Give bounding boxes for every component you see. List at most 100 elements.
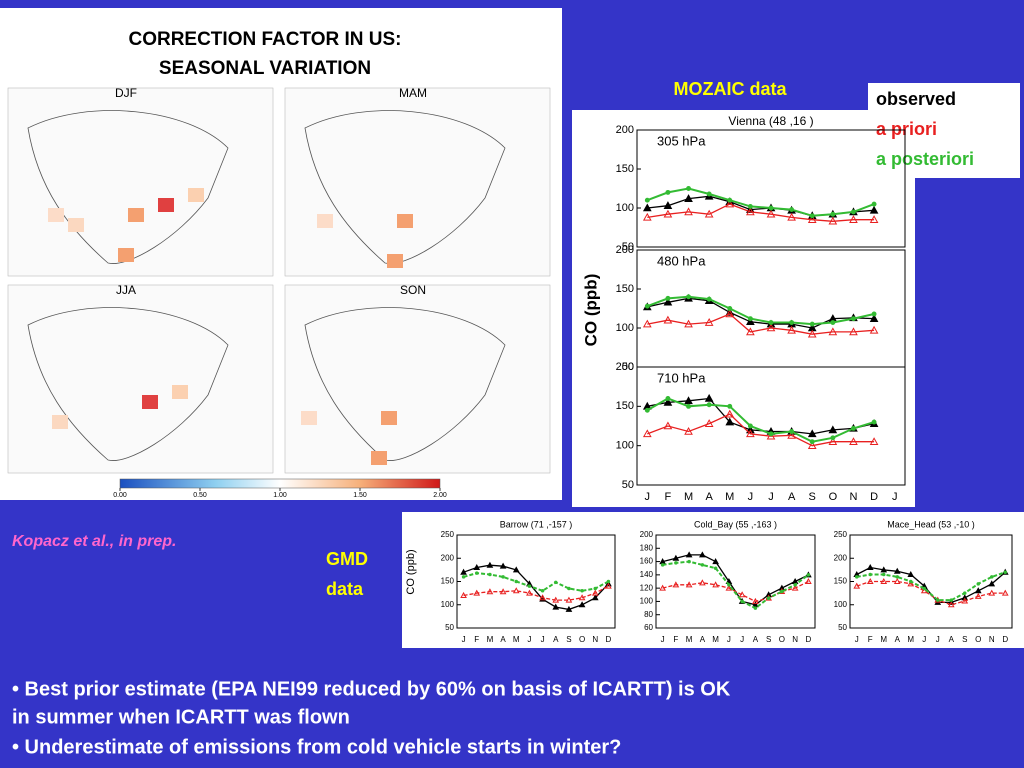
- map-cell: [118, 248, 134, 262]
- point: [712, 581, 719, 588]
- point: [787, 430, 796, 439]
- map-cell: [188, 188, 204, 202]
- point: [663, 201, 673, 209]
- y-axis-label: CO (ppb): [405, 549, 417, 594]
- point: [591, 589, 599, 596]
- point: [949, 598, 953, 602]
- point: [1003, 570, 1007, 574]
- point: [725, 417, 735, 426]
- x-tick-label: S: [809, 491, 816, 503]
- citation: Kopacz et al., in prep.: [12, 533, 176, 550]
- point: [807, 329, 817, 338]
- point: [746, 429, 755, 438]
- point: [686, 294, 691, 300]
- point: [527, 584, 532, 588]
- point: [706, 296, 712, 302]
- point: [713, 566, 718, 570]
- map-cell: [381, 411, 397, 425]
- point: [869, 205, 879, 214]
- x-tick-label: A: [500, 635, 506, 644]
- y-tick-label: 250: [834, 530, 848, 539]
- x-tick-label: J: [892, 491, 898, 503]
- legend-entry: a posteriori: [876, 149, 974, 169]
- chart-annotation: 480 hPa: [657, 253, 706, 268]
- point: [768, 320, 774, 325]
- point: [699, 579, 706, 586]
- point: [907, 580, 915, 587]
- x-tick-label: D: [1002, 635, 1008, 644]
- map: [7, 284, 274, 474]
- mozaic-label: MOZAIC data: [673, 79, 787, 99]
- y-tick-label: 50: [622, 241, 634, 253]
- x-tick-label: D: [805, 635, 811, 644]
- point: [460, 591, 467, 598]
- point: [580, 589, 584, 593]
- point: [807, 441, 817, 449]
- point: [642, 319, 652, 328]
- point: [660, 563, 665, 567]
- x-tick-label: S: [962, 635, 967, 644]
- point: [830, 211, 836, 217]
- point: [663, 209, 673, 218]
- y-tick-label: 200: [616, 124, 634, 136]
- x-tick-label: N: [849, 491, 857, 503]
- x-tick-label: J: [768, 491, 774, 503]
- point: [665, 295, 671, 301]
- y-tick-label: 80: [644, 610, 653, 619]
- y-tick-label: 100: [640, 597, 654, 606]
- point: [704, 393, 714, 402]
- mozaic-panel: [572, 110, 915, 507]
- point: [805, 577, 812, 584]
- point: [809, 213, 815, 219]
- point: [780, 589, 784, 594]
- y-tick-label: 100: [616, 322, 634, 334]
- map: [7, 87, 274, 277]
- point: [672, 554, 680, 561]
- point: [990, 575, 994, 579]
- x-tick-label: S: [566, 635, 571, 644]
- point: [499, 562, 507, 569]
- series-line: [463, 585, 609, 601]
- point: [828, 437, 838, 446]
- point: [807, 429, 817, 438]
- point: [869, 437, 879, 446]
- point: [704, 209, 714, 218]
- x-tick-label: F: [474, 635, 479, 644]
- x-tick-label: J: [661, 635, 665, 644]
- point: [947, 601, 955, 608]
- x-tick-label: A: [753, 635, 759, 644]
- point: [747, 316, 753, 322]
- x-tick-label: M: [487, 635, 494, 644]
- series-line: [646, 295, 875, 326]
- point: [893, 567, 901, 574]
- y-tick-label: 200: [640, 530, 654, 539]
- point: [700, 563, 705, 567]
- point: [747, 203, 753, 209]
- y-tick-label: 200: [441, 553, 455, 562]
- map-cell: [158, 198, 174, 212]
- point: [512, 566, 520, 573]
- colorbar-label: 1.50: [353, 492, 367, 499]
- y-tick-label: 250: [441, 530, 455, 539]
- point: [855, 575, 859, 579]
- point: [849, 327, 858, 336]
- point: [871, 201, 877, 207]
- point: [659, 584, 666, 591]
- chart-annotation: 305 hPa: [657, 133, 706, 148]
- point: [789, 320, 795, 325]
- point: [828, 327, 838, 336]
- point: [684, 207, 693, 216]
- map: [284, 87, 551, 277]
- point: [591, 594, 599, 601]
- y-tick-label: 150: [616, 163, 634, 175]
- y-axis-label: CO (ppb): [581, 274, 600, 347]
- point: [766, 209, 776, 218]
- point: [974, 592, 982, 599]
- point: [866, 577, 874, 584]
- point: [540, 589, 545, 593]
- point: [665, 189, 671, 195]
- gmd-label: data: [326, 579, 364, 599]
- title: CORRECTION FACTOR IN US:: [128, 29, 401, 50]
- y-tick-label: 50: [622, 361, 634, 373]
- point: [830, 320, 836, 325]
